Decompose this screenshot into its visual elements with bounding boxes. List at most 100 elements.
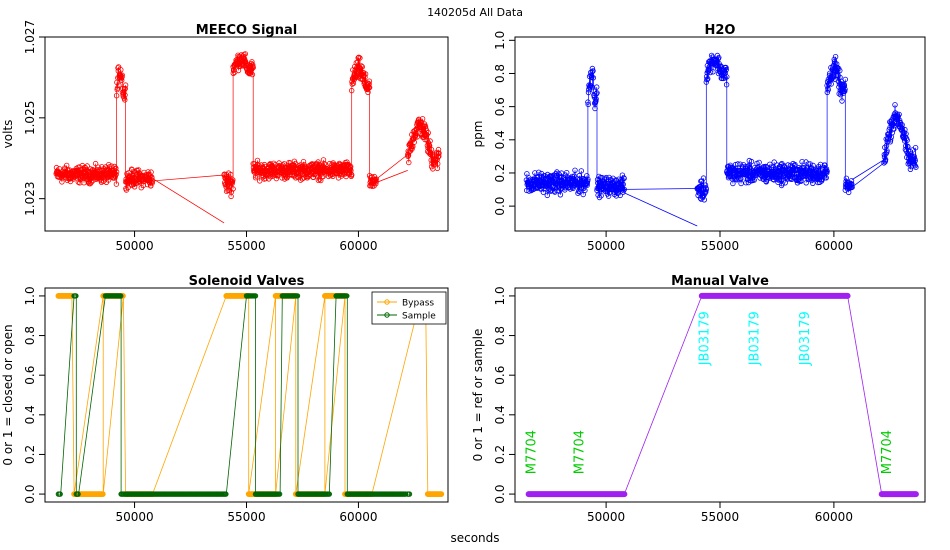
gap-line bbox=[851, 159, 885, 180]
data-point bbox=[228, 171, 234, 178]
x-tick-label: 50000 bbox=[115, 510, 153, 524]
data-point bbox=[837, 91, 844, 98]
data-point bbox=[751, 177, 757, 183]
data-point bbox=[899, 122, 905, 128]
data-point-sample bbox=[75, 491, 81, 497]
data-point bbox=[768, 164, 774, 170]
data-point bbox=[825, 87, 831, 93]
data-point bbox=[113, 169, 120, 175]
x-tick-label: 55000 bbox=[701, 510, 739, 524]
data-point bbox=[436, 150, 442, 156]
data-point bbox=[831, 73, 837, 79]
data-point bbox=[619, 172, 626, 178]
data-point bbox=[425, 130, 431, 136]
y-tick-label: 0.0 bbox=[23, 485, 37, 504]
data-point bbox=[350, 80, 357, 86]
data-point bbox=[113, 181, 120, 187]
series-line-bypass bbox=[58, 295, 442, 495]
data-point bbox=[355, 55, 361, 61]
data-point bbox=[775, 177, 782, 183]
x-tick-label: 50000 bbox=[587, 510, 625, 524]
data-point bbox=[576, 172, 583, 179]
data-point bbox=[106, 161, 112, 168]
data-point-sample bbox=[252, 293, 259, 299]
data-point bbox=[816, 167, 822, 173]
data-point bbox=[761, 164, 767, 171]
data-point bbox=[620, 187, 627, 194]
annotation-label: JB03179 bbox=[698, 311, 713, 366]
data-point bbox=[148, 183, 154, 189]
data-point-bypass bbox=[438, 491, 445, 497]
data-point bbox=[701, 197, 707, 203]
gap-line bbox=[152, 178, 225, 224]
data-point bbox=[349, 172, 355, 178]
data-point bbox=[556, 171, 562, 177]
data-point bbox=[767, 161, 773, 167]
data-point bbox=[735, 161, 741, 167]
panel-solenoid: Solenoid Valves 50000 55000 60000 0.0 0.2 0.4 0… bbox=[1, 274, 449, 524]
data-point-sample bbox=[118, 293, 124, 299]
legend-marker bbox=[384, 299, 390, 305]
gap-line bbox=[624, 192, 698, 227]
x-tick-label: 55000 bbox=[227, 510, 265, 524]
data-point bbox=[810, 162, 816, 169]
y-tick-label: 0.0 bbox=[493, 197, 507, 216]
data-point bbox=[589, 74, 595, 80]
y-axis-label: ppm bbox=[471, 121, 485, 148]
annotation-label: JB03179 bbox=[798, 311, 813, 366]
x-tick-label: 60000 bbox=[339, 510, 377, 524]
data-point bbox=[149, 178, 156, 184]
data-point bbox=[321, 160, 327, 167]
data-point bbox=[748, 158, 755, 165]
data-point-sample bbox=[344, 293, 350, 299]
data-point bbox=[703, 79, 709, 85]
data-point bbox=[887, 137, 894, 143]
data-point bbox=[596, 173, 602, 180]
panel-title: Solenoid Valves bbox=[189, 274, 305, 289]
data-point bbox=[249, 71, 256, 78]
data-point bbox=[122, 92, 128, 98]
y-tick-label: 0.2 bbox=[493, 445, 507, 464]
data-point bbox=[230, 177, 236, 183]
data-point bbox=[366, 78, 373, 84]
data-point bbox=[882, 156, 889, 163]
data-point bbox=[705, 76, 711, 82]
data-point bbox=[130, 172, 136, 178]
data-point-sample bbox=[73, 293, 79, 299]
figure-xlabel: seconds bbox=[450, 531, 499, 545]
data-point bbox=[119, 72, 125, 78]
data-point bbox=[838, 89, 844, 96]
x-tick-label: 55000 bbox=[701, 239, 739, 253]
data-point bbox=[593, 96, 599, 102]
data-point bbox=[849, 184, 855, 190]
data-point bbox=[366, 84, 373, 91]
data-point bbox=[428, 146, 435, 153]
x-tick-label: 60000 bbox=[339, 239, 377, 253]
y-tick-label: 0.6 bbox=[23, 366, 37, 385]
data-point bbox=[743, 163, 749, 170]
data-point bbox=[113, 165, 119, 171]
data-point bbox=[734, 177, 740, 183]
data-layer bbox=[523, 52, 919, 227]
data-point bbox=[589, 68, 595, 75]
y-tick-label: 0.8 bbox=[23, 326, 37, 345]
y-tick-label: 0.8 bbox=[493, 326, 507, 345]
data-point-sample bbox=[57, 491, 63, 497]
data-point bbox=[724, 74, 730, 80]
data-point bbox=[716, 54, 722, 61]
data-point bbox=[824, 89, 830, 96]
data-point bbox=[621, 186, 627, 193]
data-point bbox=[435, 154, 441, 160]
data-point bbox=[584, 173, 590, 179]
data-point bbox=[707, 69, 714, 76]
data-point bbox=[590, 68, 596, 74]
data-point bbox=[771, 159, 777, 165]
data-point bbox=[427, 138, 433, 144]
data-point bbox=[779, 180, 785, 187]
data-point bbox=[598, 192, 604, 199]
data-point bbox=[843, 175, 850, 181]
data-point bbox=[122, 82, 129, 88]
y-tick-label: 0.6 bbox=[493, 97, 507, 116]
annotation-label: JB03179 bbox=[748, 311, 763, 366]
data-point bbox=[271, 160, 277, 166]
